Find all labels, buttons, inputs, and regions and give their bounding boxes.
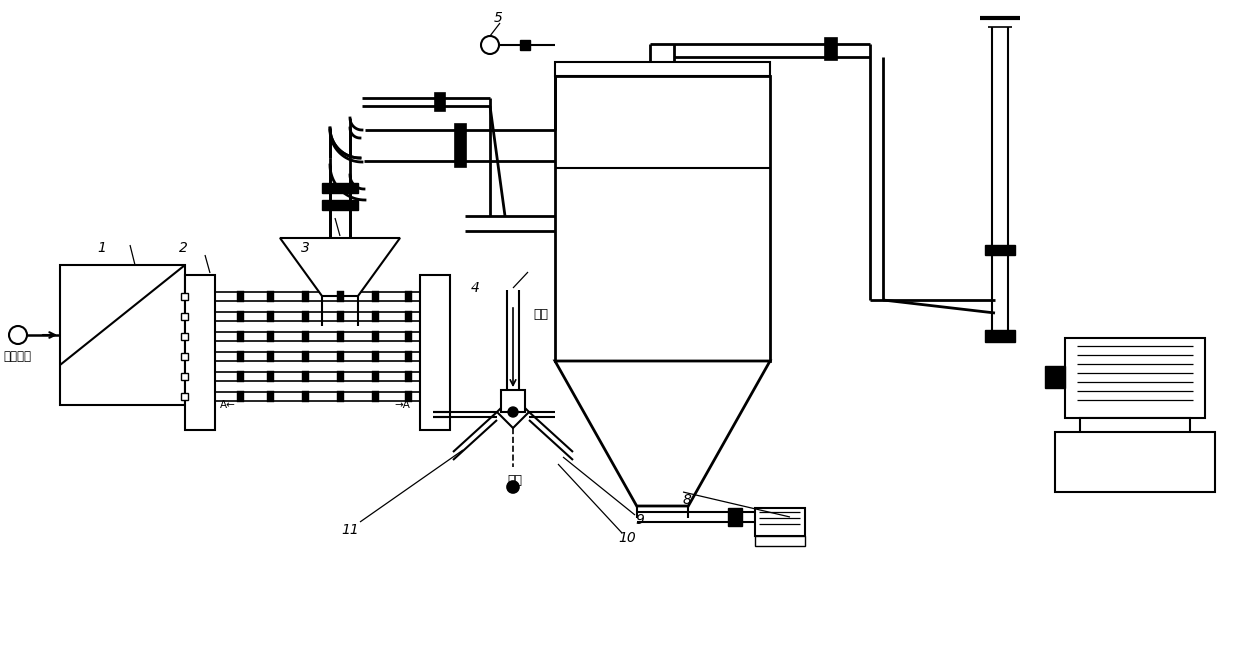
Bar — [455, 124, 466, 167]
Bar — [372, 291, 379, 302]
Circle shape — [9, 326, 27, 344]
Bar — [755, 536, 805, 546]
Bar — [181, 393, 188, 400]
Bar — [337, 291, 343, 302]
Text: 10: 10 — [618, 531, 636, 545]
Bar — [60, 265, 185, 405]
Bar — [322, 200, 358, 210]
Bar — [181, 333, 188, 340]
Bar — [372, 371, 379, 382]
Bar — [372, 331, 379, 342]
Bar — [237, 371, 244, 382]
Bar — [237, 291, 244, 302]
Text: 11: 11 — [341, 523, 358, 537]
Bar — [825, 38, 837, 60]
Bar — [405, 311, 412, 322]
Bar — [520, 40, 529, 50]
Bar — [728, 508, 742, 526]
Bar — [985, 245, 1016, 255]
Bar — [1080, 418, 1190, 433]
Bar — [267, 371, 274, 382]
Bar — [267, 351, 274, 362]
Bar — [303, 371, 309, 382]
Bar — [556, 76, 770, 361]
Bar — [267, 311, 274, 322]
Bar — [337, 391, 343, 402]
Bar — [303, 291, 309, 302]
Bar — [237, 391, 244, 402]
Bar — [372, 351, 379, 362]
Text: 出料: 出料 — [507, 474, 522, 487]
Text: 压缩空气: 压缩空气 — [2, 350, 31, 364]
Bar — [405, 291, 412, 302]
Text: 9: 9 — [636, 513, 645, 527]
Bar — [185, 275, 215, 430]
Bar — [303, 351, 309, 362]
Polygon shape — [280, 238, 401, 296]
Circle shape — [507, 481, 520, 493]
Text: A←: A← — [219, 400, 236, 410]
Bar — [337, 351, 343, 362]
Text: 进料: 进料 — [533, 308, 548, 321]
Bar — [267, 331, 274, 342]
Bar — [322, 183, 358, 193]
Bar — [372, 311, 379, 322]
Bar — [181, 313, 188, 320]
Bar — [237, 351, 244, 362]
Circle shape — [481, 36, 498, 54]
Bar — [181, 293, 188, 300]
Polygon shape — [497, 396, 529, 428]
Text: 1: 1 — [98, 241, 107, 255]
Bar — [405, 351, 412, 362]
Bar — [337, 311, 343, 322]
Bar — [556, 62, 770, 76]
Bar — [372, 391, 379, 402]
Bar — [1045, 366, 1065, 388]
Text: 2: 2 — [179, 241, 187, 255]
Text: →A: →A — [394, 400, 410, 410]
Bar — [1055, 432, 1215, 492]
Bar — [755, 508, 805, 536]
Bar — [337, 371, 343, 382]
Bar — [237, 331, 244, 342]
Bar — [1065, 338, 1205, 418]
Bar — [267, 391, 274, 402]
Bar — [237, 311, 244, 322]
Text: 4: 4 — [470, 281, 480, 295]
Bar — [303, 311, 309, 322]
Bar — [405, 331, 412, 342]
Bar — [435, 93, 445, 111]
Text: 8: 8 — [682, 493, 692, 507]
Polygon shape — [556, 361, 770, 506]
Bar — [181, 373, 188, 380]
Bar — [405, 371, 412, 382]
Bar — [405, 391, 412, 402]
Text: 3: 3 — [300, 241, 310, 255]
Bar — [501, 390, 525, 412]
Bar — [985, 330, 1016, 342]
Bar — [267, 291, 274, 302]
Circle shape — [508, 407, 518, 417]
Bar — [337, 331, 343, 342]
Bar — [181, 353, 188, 360]
Text: 5: 5 — [494, 11, 502, 25]
Bar — [420, 275, 450, 430]
Bar — [303, 391, 309, 402]
Bar — [303, 331, 309, 342]
